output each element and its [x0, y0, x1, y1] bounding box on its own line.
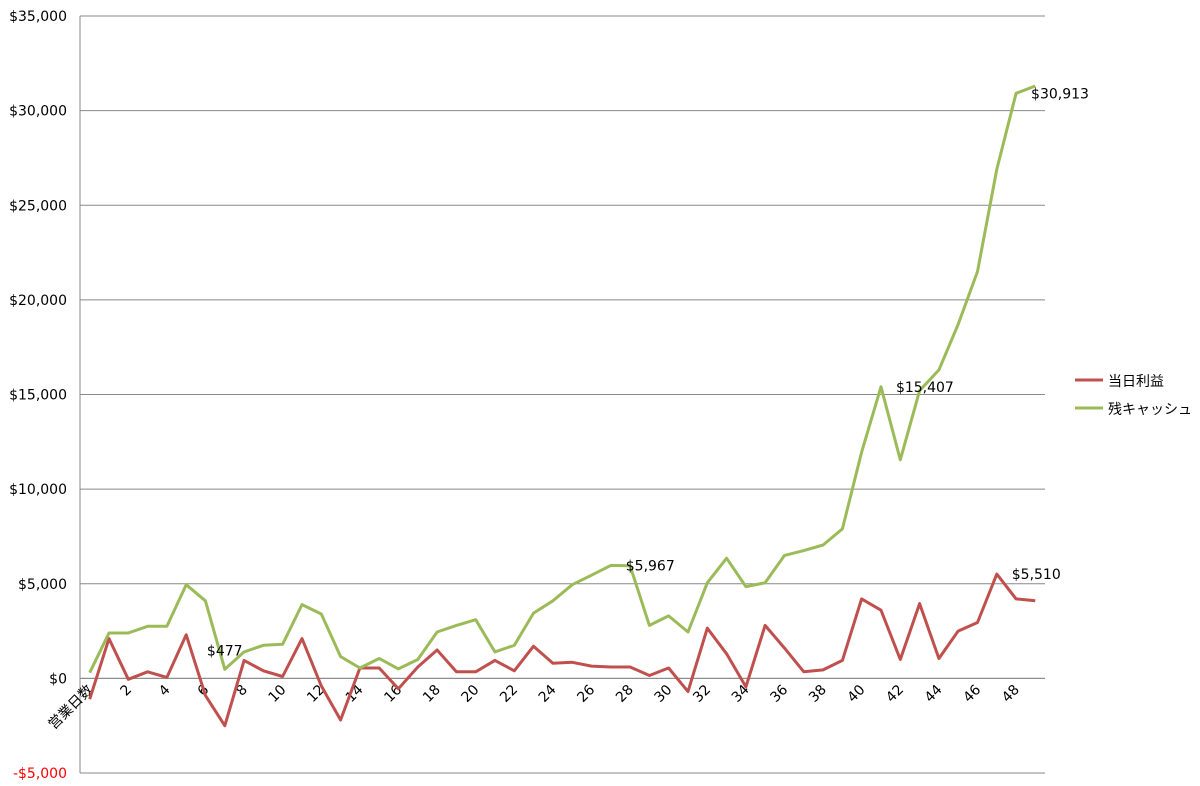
x-tick-label: 32: [690, 682, 714, 706]
legend-label: 残キャッシュ: [1108, 402, 1192, 418]
y-tick-label: $25,000: [9, 198, 67, 214]
x-tick-label: 28: [613, 682, 637, 706]
series-line: [88, 572, 1036, 728]
x-tick-label: 38: [806, 682, 830, 706]
x-tick-label: 44: [922, 682, 946, 706]
x-tick-label: 4: [156, 682, 174, 700]
legend-label: 当日利益: [1108, 374, 1164, 390]
x-tick-label: 22: [497, 682, 521, 706]
x-tick-label: 24: [536, 682, 560, 706]
data-label: $5,967: [626, 558, 675, 574]
data-label: $477: [207, 643, 243, 659]
data-label: $15,407: [896, 380, 954, 396]
x-tick-label: 42: [883, 682, 907, 706]
x-tick-label: 10: [266, 682, 290, 706]
series-line: [88, 84, 1036, 674]
y-tick-label: $20,000: [9, 293, 67, 309]
x-tick-label: 34: [729, 682, 753, 706]
y-tick-label: $30,000: [9, 104, 67, 120]
data-label: $5,510: [1012, 567, 1061, 583]
x-tick-label: 36: [767, 682, 791, 706]
x-tick-label: 30: [652, 682, 676, 706]
x-tick-label: 48: [999, 682, 1023, 706]
y-tick-label: $15,000: [9, 388, 67, 404]
x-tick-label: 営業日数: [46, 682, 97, 733]
data-label: $30,913: [1031, 86, 1089, 102]
x-tick-label: 20: [459, 682, 483, 706]
x-tick-label: 18: [420, 682, 444, 706]
y-tick-label: $35,000: [9, 9, 67, 25]
x-tick-label: 2: [117, 682, 135, 700]
x-tick-label: 26: [574, 682, 598, 706]
x-tick-label: 46: [960, 682, 984, 706]
x-tick-label: 40: [845, 682, 869, 706]
y-tick-label: $0: [49, 671, 67, 687]
y-tick-label: $10,000: [9, 482, 67, 498]
y-tick-label: $5,000: [18, 577, 67, 593]
y-tick-label: -$5,000: [13, 766, 67, 782]
